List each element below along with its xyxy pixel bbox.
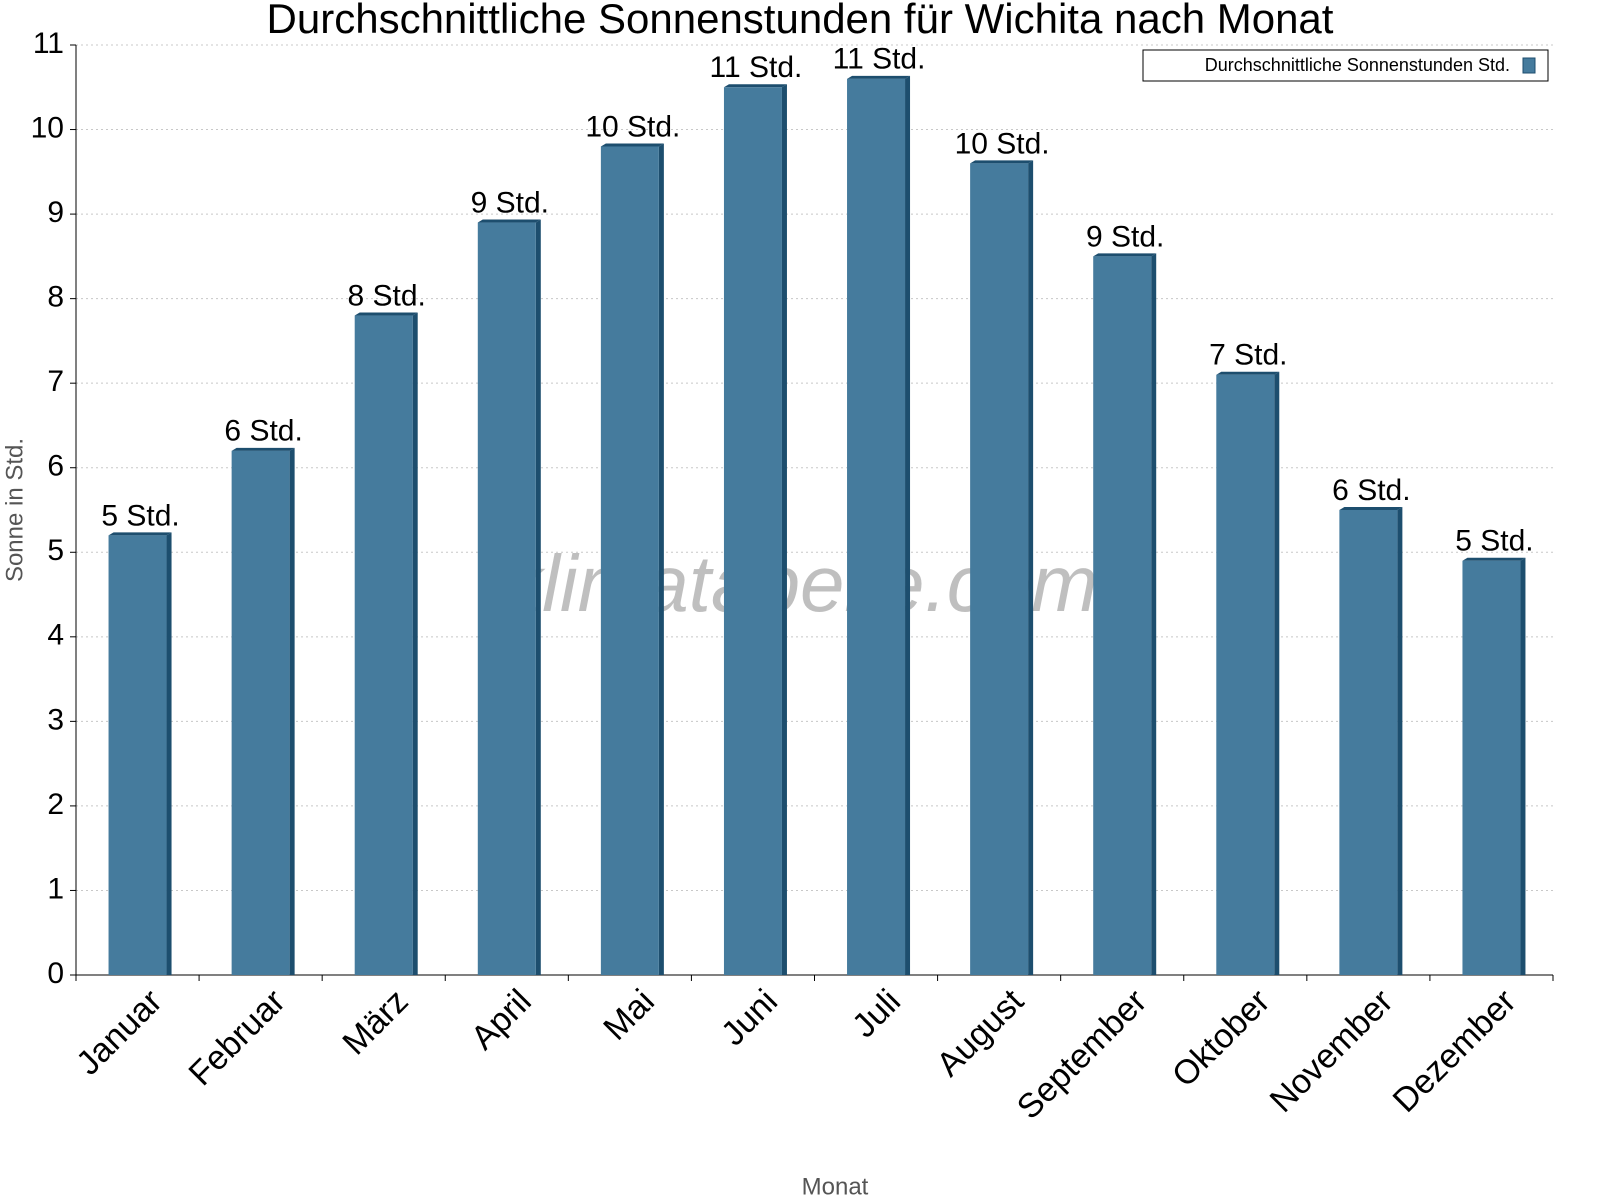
y-tick-label: 0 — [47, 957, 64, 990]
bar-side — [1151, 253, 1157, 975]
value-label: 8 Std. — [348, 279, 426, 312]
legend: Durchschnittliche Sonnenstunden Std. — [1142, 49, 1549, 82]
y-tick-label: 9 — [47, 196, 64, 229]
legend-swatch — [1522, 57, 1536, 74]
x-tick-label: Januar — [69, 982, 169, 1082]
x-tick-label: Juli — [845, 982, 908, 1045]
bar-side — [905, 75, 911, 976]
bar — [354, 315, 413, 976]
x-tick-label: März — [335, 982, 415, 1062]
chart-title: Durchschnittliche Sonnenstunden für Wich… — [267, 0, 1334, 42]
bar-top — [600, 143, 664, 147]
bar — [723, 87, 782, 976]
bar-top — [723, 84, 787, 88]
bar — [231, 450, 290, 975]
bar — [477, 222, 536, 975]
y-tick-label: 7 — [47, 365, 64, 398]
x-tick-label: Mai — [596, 982, 662, 1048]
bar-top — [1093, 253, 1157, 257]
y-tick-label: 11 — [33, 27, 64, 60]
x-tick-label: Oktober — [1165, 982, 1277, 1094]
y-tick-label: 2 — [47, 788, 64, 821]
bar-side — [1397, 507, 1403, 975]
y-tick-label: 3 — [47, 703, 64, 736]
bar-top — [108, 532, 172, 536]
y-tick-label: 10 — [31, 111, 64, 144]
value-label: 10 Std. — [955, 127, 1050, 160]
bar-side — [1520, 557, 1526, 975]
bar-top — [231, 447, 295, 451]
bar-top — [1462, 557, 1526, 561]
x-tick-label: November — [1263, 982, 1401, 1120]
bar-top — [847, 75, 911, 79]
value-label: 11 Std. — [710, 51, 803, 84]
y-tick-label: 5 — [47, 534, 64, 567]
bar-side — [658, 143, 664, 976]
y-tick-label: 1 — [47, 872, 64, 905]
bar — [1339, 510, 1398, 975]
bar — [847, 78, 906, 976]
legend-box — [1142, 49, 1549, 82]
x-tick-label: August — [929, 982, 1031, 1084]
bar — [600, 146, 659, 976]
bar-top — [477, 219, 541, 223]
value-label: 5 Std. — [1455, 525, 1533, 558]
value-label: 9 Std. — [1086, 220, 1164, 253]
bar-side — [289, 447, 295, 975]
bar-side — [781, 84, 787, 976]
value-label: 6 Std. — [1332, 474, 1410, 507]
bar — [1093, 256, 1152, 975]
x-tick-label: Dezember — [1386, 982, 1524, 1120]
bar-top — [1216, 371, 1280, 375]
bar-side — [1028, 160, 1034, 975]
bar — [1216, 374, 1275, 975]
y-tick-label: 4 — [47, 619, 64, 652]
value-label: 11 Std. — [833, 43, 926, 76]
bar-top — [970, 160, 1034, 164]
bar — [1462, 560, 1521, 975]
x-axis-label: Monat — [802, 1173, 869, 1200]
value-label: 10 Std. — [585, 110, 680, 143]
bar-side — [412, 312, 418, 976]
y-tick-label: 8 — [47, 281, 64, 314]
x-tick-label: Februar — [182, 982, 293, 1093]
value-label: 9 Std. — [471, 186, 549, 219]
bar — [970, 163, 1029, 975]
bar — [108, 535, 167, 975]
y-tick-label: 6 — [47, 450, 64, 483]
bar-top — [354, 312, 418, 316]
value-label: 7 Std. — [1209, 339, 1287, 372]
bar-side — [535, 219, 541, 975]
bar-side — [166, 532, 172, 975]
bar-top — [1339, 507, 1403, 510]
value-label: 5 Std. — [101, 499, 179, 532]
y-axis-label: Sonne in Std. — [1, 438, 28, 582]
bar-side — [1274, 371, 1280, 975]
x-tick-label: September — [1010, 982, 1154, 1126]
value-label: 6 Std. — [224, 415, 302, 448]
x-tick-label: April — [464, 982, 539, 1057]
legend-label: Durchschnittliche Sonnenstunden Std. — [1205, 55, 1510, 75]
x-tick-label: Juni — [714, 982, 785, 1053]
